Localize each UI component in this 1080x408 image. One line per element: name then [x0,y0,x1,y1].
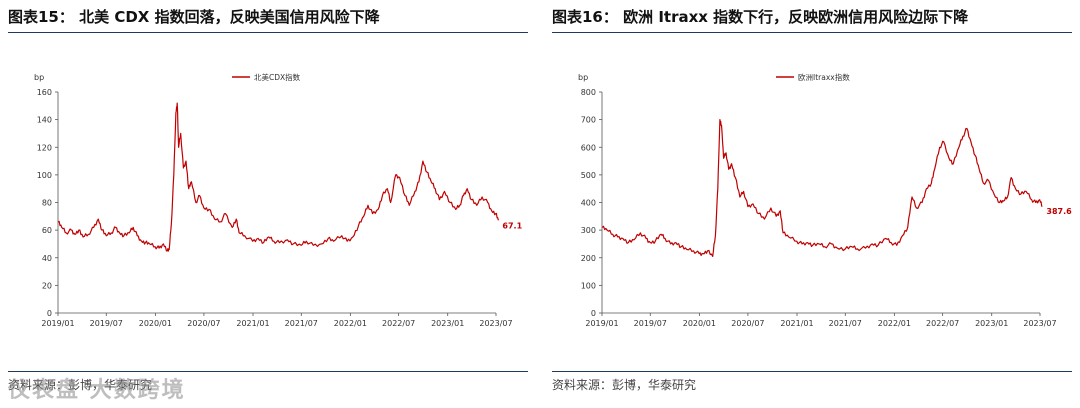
watermark-logo: 仪表盘 大数跨境 [8,378,186,403]
unit-label: bp [34,73,44,82]
x-tick-label: 2019/07 [634,319,667,328]
x-tick-label: 2021/07 [829,319,862,328]
y-tick-label: 120 [37,143,52,152]
y-tick-label: 0 [591,309,596,318]
x-tick-label: 2023/01 [975,319,1008,328]
series-line [58,102,499,252]
x-tick-label: 2023/07 [479,319,512,328]
y-tick-label: 100 [581,281,596,290]
chart-title: 图表16： 欧洲 Itraxx 指数下行，反映欧洲信用风险边际下降 [552,8,969,26]
x-tick-label: 2019/01 [41,319,74,328]
x-tick-label: 2021/01 [780,319,813,328]
x-tick-label: 2022/07 [382,319,415,328]
legend-label: 北美CDX指数 [254,72,301,82]
series-line [601,119,1043,257]
chart-panel-cdx: 图表15： 北美 CDX 指数回落，反映美国信用风险下降 bp 0 20 40 60 80… [8,0,528,408]
x-tick-label: 2023/01 [431,319,464,328]
y-tick-label: 700 [581,116,596,125]
x-tick-label: 2020/01 [683,319,716,328]
x-tick-label: 2022/01 [878,319,911,328]
x-tick-label: 2019/07 [90,319,123,328]
x-tick-label: 2021/07 [285,319,318,328]
chart-panel-itraxx: 图表16： 欧洲 Itraxx 指数下行，反映欧洲信用风险边际下降 bp 0 100… [552,0,1072,408]
x-tick-label: 2020/07 [187,319,220,328]
y-tick-label: 80 [42,199,52,208]
y-tick-label: 400 [581,199,596,208]
title-divider [552,32,1072,33]
title-divider [8,32,528,33]
y-tick-label: 200 [581,254,596,263]
source-note: 资料来源：彭博，华泰研究 [552,378,697,392]
y-tick-label: 600 [581,143,596,152]
x-tick-label: 2019/01 [585,319,618,328]
x-tick-label: 2022/07 [926,319,959,328]
x-tick-label: 2020/07 [731,319,764,328]
x-tick-label: 2023/07 [1023,319,1056,328]
x-tick-label: 2020/01 [139,319,172,328]
x-tick-label: 2021/01 [236,319,269,328]
footer-divider [8,371,528,372]
y-tick-label: 300 [581,226,596,235]
y-tick-label: 160 [37,88,52,97]
y-tick-label: 500 [581,171,596,180]
unit-label: bp [578,73,588,82]
end-value-label: 387.6 [1046,207,1072,216]
chart-title: 图表15： 北美 CDX 指数回落，反映美国信用风险下降 [8,8,380,26]
y-tick-label: 40 [42,254,52,263]
y-tick-label: 20 [42,281,52,290]
cdx-line-chart: bp 0 20 40 60 80 100 120 140 160 2019/01 2019/07 202… [34,72,523,328]
itraxx-line-chart: bp 0 100 200 300 400 500 600 700 800 2019/01 2019/0… [578,72,1072,328]
legend-label: 欧洲Itraxx指数 [798,72,850,82]
y-tick-label: 60 [42,226,52,235]
y-tick-label: 0 [47,309,52,318]
y-tick-label: 140 [37,116,52,125]
y-tick-label: 800 [581,88,596,97]
footer-divider [552,371,1072,372]
y-tick-label: 100 [37,171,52,180]
x-tick-label: 2022/01 [334,319,367,328]
end-value-label: 67.1 [502,221,522,230]
source-note: 资料来源：彭博，华泰研究 [8,378,153,392]
